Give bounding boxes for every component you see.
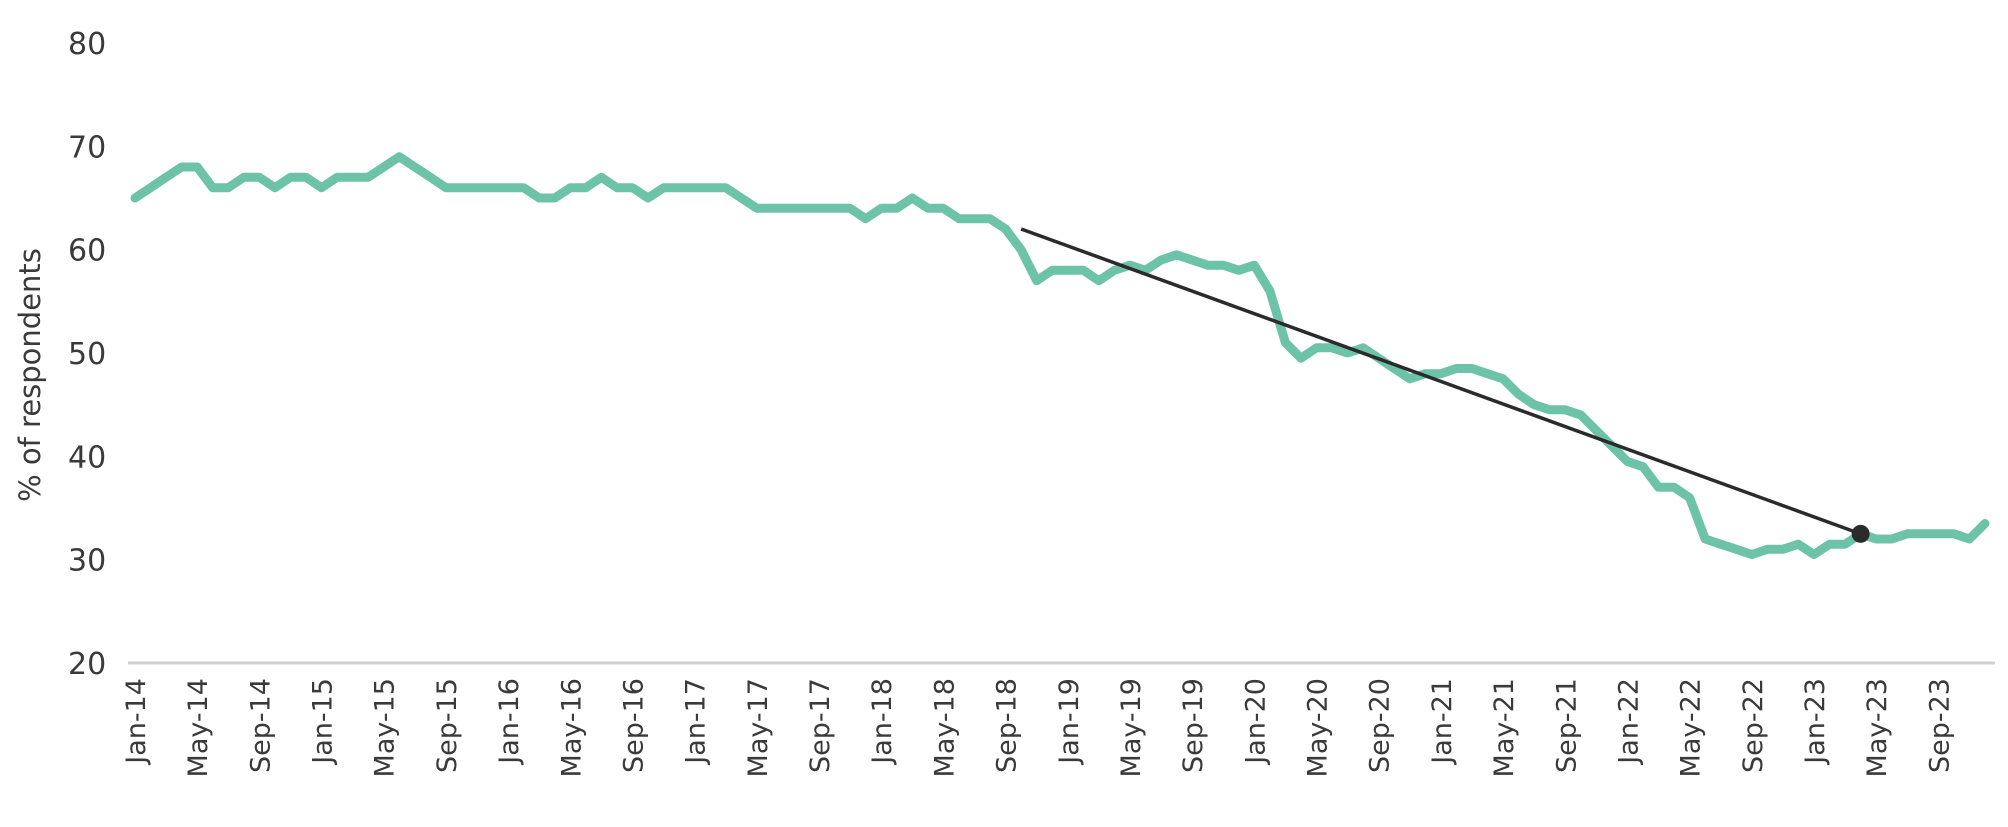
- x-tick-label: Jan-21: [1427, 678, 1458, 766]
- x-tick-label: May-17: [743, 678, 774, 777]
- y-tick-label: 20: [68, 647, 106, 682]
- x-tick-label: May-16: [556, 678, 587, 777]
- x-tick-label: Sep-16: [618, 678, 649, 773]
- x-tick-label: Sep-20: [1365, 678, 1396, 773]
- x-tick-label: Sep-19: [1178, 678, 1209, 773]
- x-tick-label: May-23: [1862, 678, 1893, 777]
- x-tick-label: May-18: [929, 678, 960, 777]
- y-axis-title: % of respondents: [13, 248, 47, 502]
- y-tick-label: 70: [68, 130, 106, 165]
- x-tick-label: Jan-18: [867, 678, 898, 766]
- x-tick-label: Sep-23: [1924, 678, 1955, 773]
- y-tick-label: 60: [68, 234, 106, 269]
- y-tick-label: 30: [68, 544, 106, 579]
- x-tick-label: May-20: [1303, 678, 1334, 777]
- y-tick-label: 80: [68, 27, 106, 62]
- series-layer: [130, 152, 1990, 559]
- trendline: [1020, 227, 1862, 536]
- series-line: [130, 152, 1990, 559]
- x-tick-label: Jan-19: [1054, 678, 1085, 766]
- trendline-end-marker: [1851, 524, 1870, 543]
- x-tick-label: Sep-21: [1551, 678, 1582, 773]
- x-tick-label: May-22: [1676, 678, 1707, 777]
- x-tick-label: May-15: [370, 678, 401, 777]
- x-tick-label: Sep-17: [805, 678, 836, 773]
- x-tick-label: Jan-15: [308, 678, 339, 766]
- x-tick-label: Sep-15: [432, 678, 463, 773]
- x-tick-label: Jan-23: [1800, 678, 1831, 766]
- x-tick-label: May-14: [183, 678, 214, 777]
- x-tick-label: Jan-16: [494, 678, 525, 766]
- x-tick-label: Sep-22: [1738, 678, 1769, 773]
- x-tick-label: Jan-14: [121, 678, 152, 766]
- x-axis-ticks: Jan-14 May-14 Sep-14 Jan-15 May-15 Sep-15 Jan-…: [121, 678, 1955, 777]
- trendline-layer: [1020, 227, 1870, 543]
- y-axis-ticks: 20 30 40 50 60 70 80: [68, 27, 106, 682]
- y-tick-label: 40: [68, 440, 106, 475]
- x-tick-label: Jan-17: [681, 678, 712, 766]
- x-tick-label: May-19: [1116, 678, 1147, 777]
- x-tick-label: Jan-22: [1613, 678, 1644, 766]
- x-tick-label: Jan-20: [1240, 678, 1271, 766]
- y-tick-label: 50: [68, 337, 106, 372]
- x-tick-label: May-21: [1489, 678, 1520, 777]
- x-tick-label: Sep-14: [245, 678, 276, 773]
- x-tick-label: Sep-18: [992, 678, 1023, 773]
